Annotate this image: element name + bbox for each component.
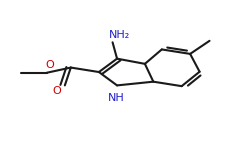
Text: O: O [45, 60, 54, 70]
Text: NH: NH [108, 93, 124, 103]
Text: O: O [52, 86, 61, 96]
Text: NH₂: NH₂ [108, 30, 130, 40]
